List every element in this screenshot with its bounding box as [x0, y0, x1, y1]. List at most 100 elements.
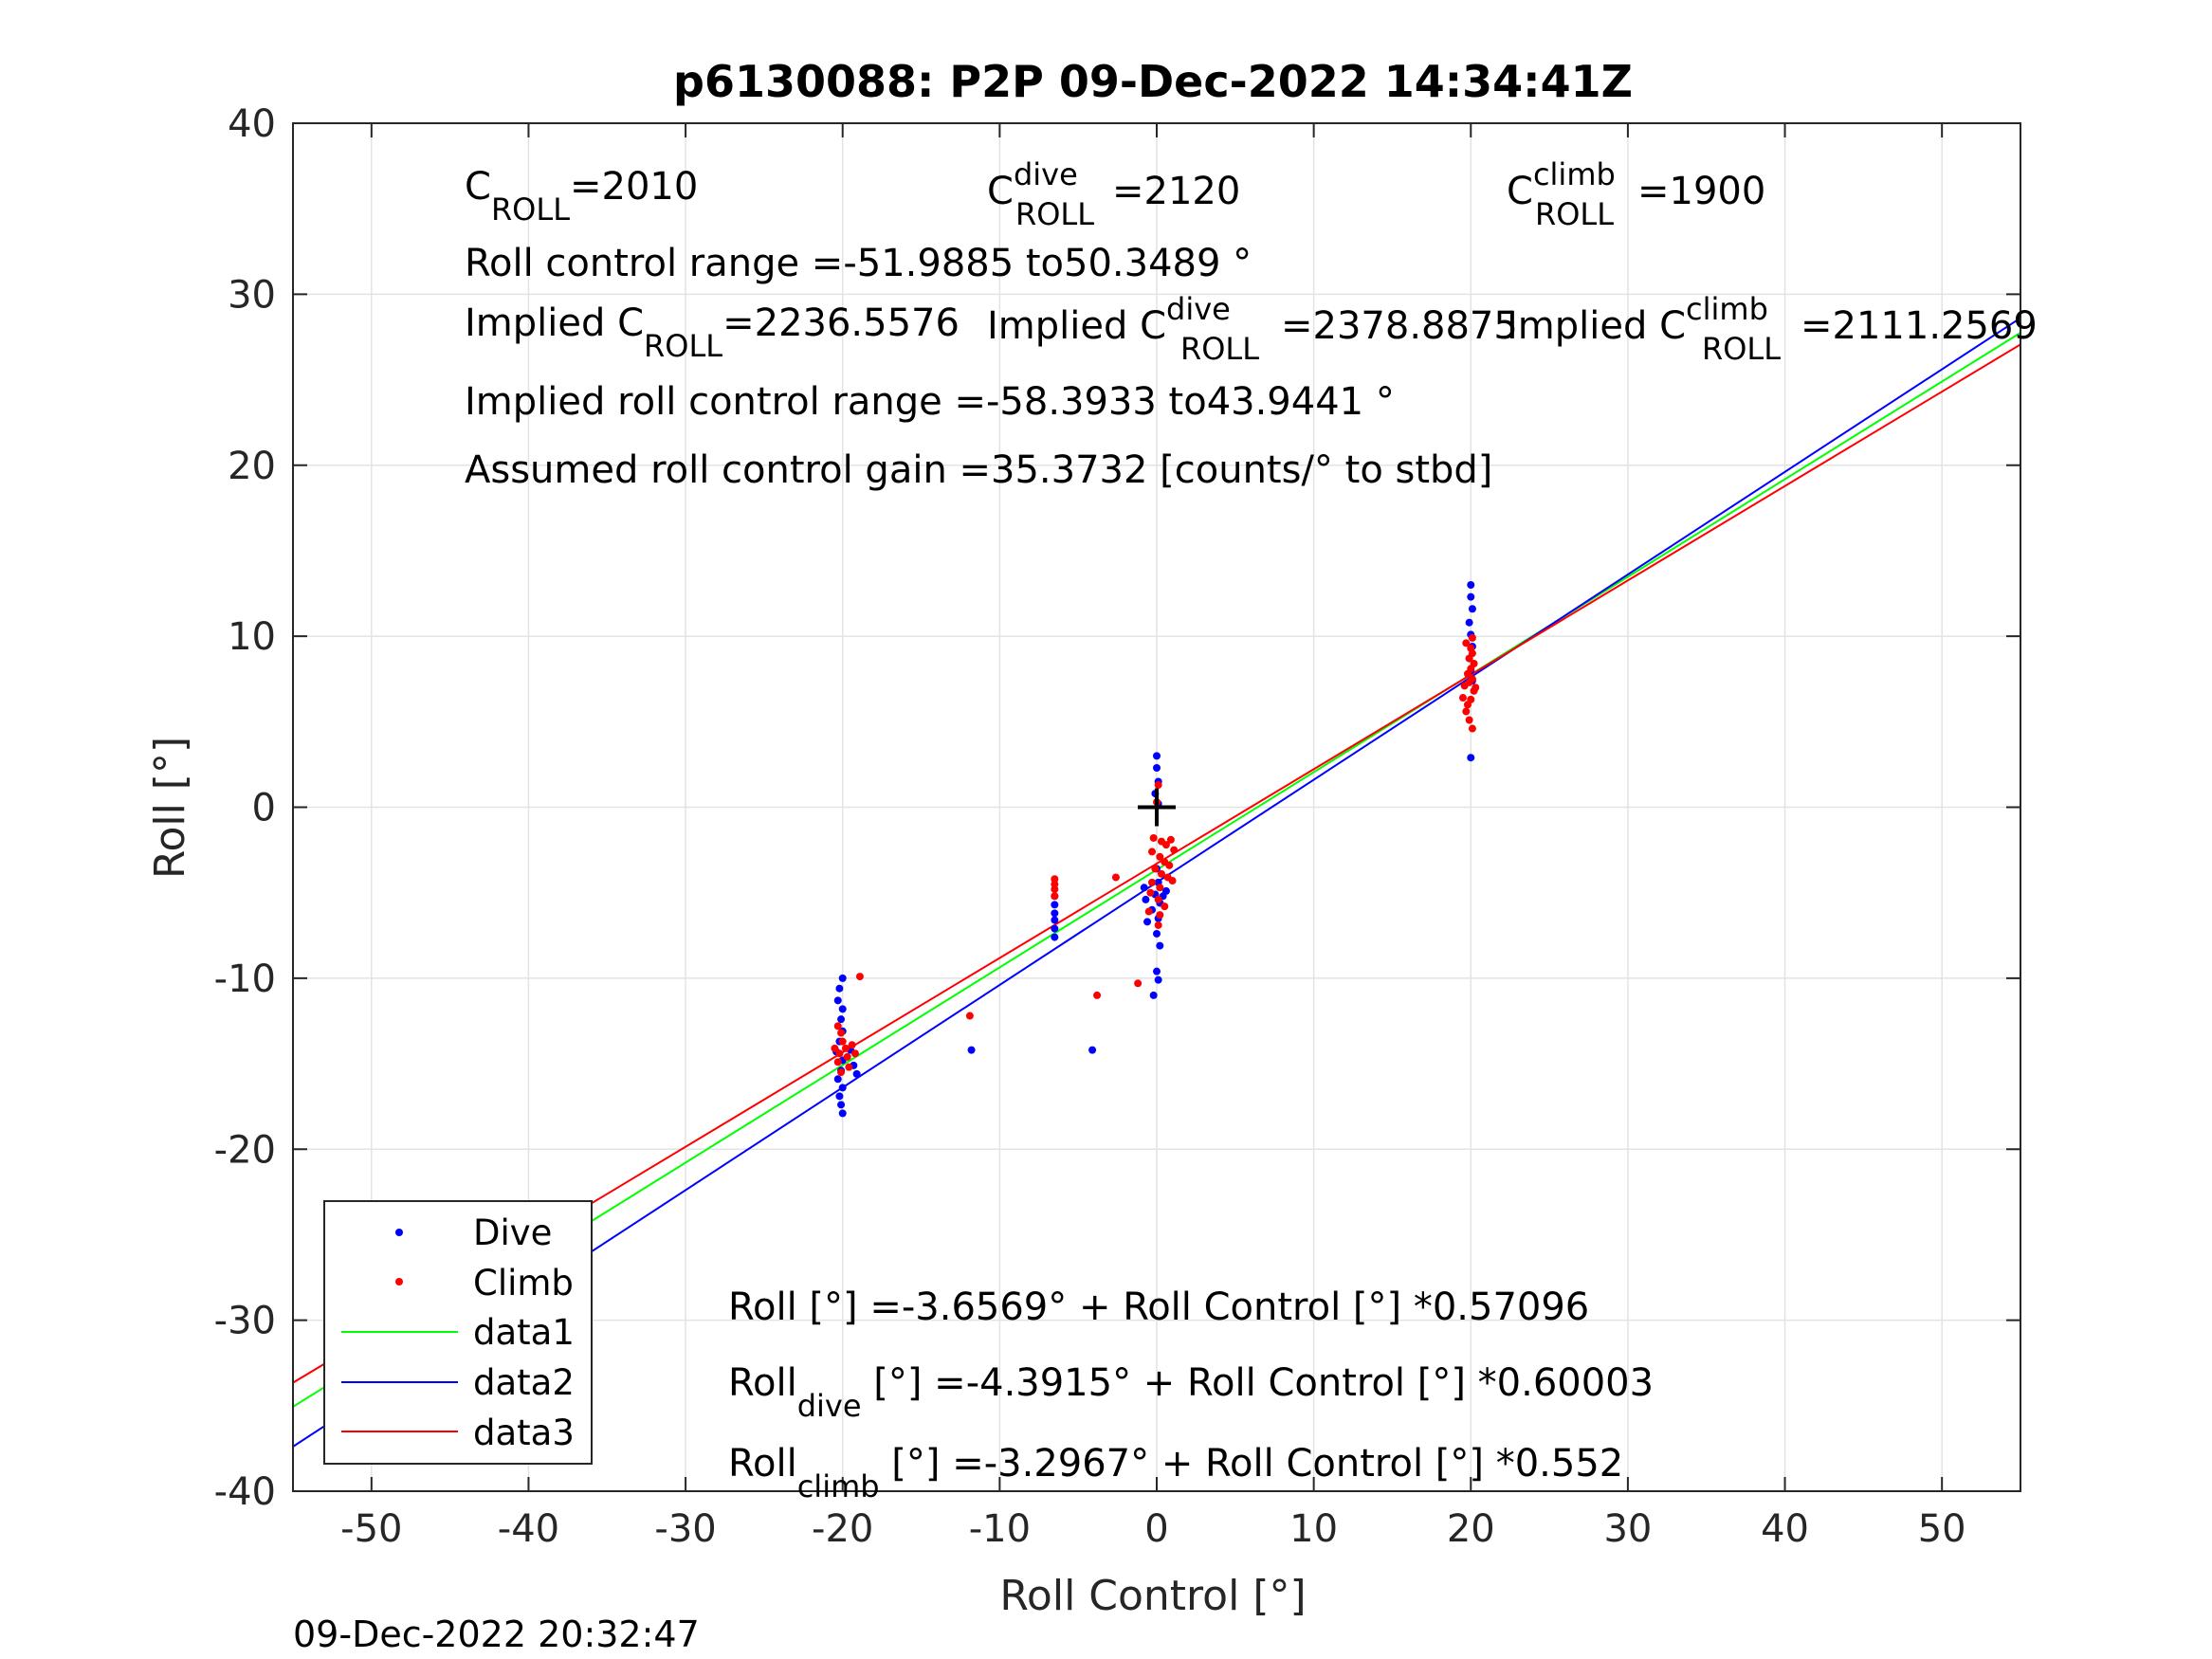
- legend-climb-swatch: [395, 1278, 403, 1285]
- y-tick-label: 0: [252, 787, 276, 830]
- assumed-roll-control-gain: Assumed roll control gain =35.3732 [coun…: [465, 448, 1492, 492]
- footer-timestamp: 09-Dec-2022 20:32:47: [293, 1613, 700, 1655]
- climb-point: [848, 1041, 856, 1049]
- climb-point: [837, 1029, 846, 1037]
- dive-point: [852, 1069, 861, 1078]
- x-tick-label: 0: [1144, 1507, 1168, 1551]
- dive-point: [1051, 901, 1059, 909]
- dive-point: [838, 974, 847, 982]
- climb-point: [855, 973, 864, 981]
- dive-point: [1153, 929, 1161, 938]
- climb-point: [835, 1049, 844, 1058]
- climb-point: [1156, 884, 1164, 892]
- roll-control-range: Roll control range =-51.9885 to50.3489 °: [465, 242, 1252, 285]
- climb-point: [833, 1022, 842, 1030]
- tick-labels: -50 -40 -30 -20 -10 0 10 20 30 40 50 -40 -30 -20 -10 0 1…: [214, 102, 1966, 1551]
- dive-point: [1142, 895, 1150, 903]
- climb-point: [1465, 678, 1473, 686]
- legend-dive: Dive: [473, 1212, 552, 1253]
- dive-point: [837, 1101, 846, 1109]
- c-roll-climb-annotation: Cclimb: [1507, 156, 1616, 213]
- climb-point: [1154, 781, 1162, 790]
- y-tick-label: 40: [228, 102, 276, 146]
- c-roll-dive-annotation: Cdive: [987, 156, 1078, 213]
- climb-point: [1161, 902, 1169, 911]
- climb-point: [1156, 852, 1164, 861]
- climb-point: [1166, 835, 1175, 844]
- implied-c-roll-dive-sub: ROLL: [1180, 331, 1259, 367]
- x-tick-label: 10: [1289, 1507, 1338, 1551]
- climb-point: [1458, 694, 1467, 702]
- climb-point: [838, 1037, 847, 1046]
- climb-point: [1151, 865, 1160, 873]
- legend-dive-swatch: [395, 1229, 403, 1236]
- climb-point: [1144, 907, 1153, 916]
- dive-point: [1161, 886, 1170, 895]
- legend-data3: data3: [473, 1413, 575, 1453]
- y-tick-label: -20: [214, 1128, 276, 1172]
- y-axis-label: Roll [°]: [146, 737, 194, 879]
- dive-point: [1465, 618, 1473, 627]
- dive-point: [1153, 752, 1161, 760]
- x-tick-label: -20: [812, 1507, 873, 1551]
- climb-point: [1111, 873, 1120, 882]
- dive-point: [967, 1046, 976, 1054]
- climb-point: [1462, 707, 1471, 716]
- x-tick-label: -10: [969, 1507, 1031, 1551]
- chart-title: p6130088: P2P 09-Dec-2022 14:34:41Z: [673, 56, 1633, 107]
- dive-point: [837, 1015, 846, 1024]
- climb-point: [1165, 861, 1174, 869]
- axes: [292, 122, 2021, 1492]
- climb-point: [1134, 979, 1143, 988]
- x-axis-label: Roll Control [°]: [999, 1572, 1306, 1620]
- c-roll-climb-value: =1900: [1637, 170, 1765, 213]
- dive-point: [1149, 991, 1158, 999]
- dive-point: [1143, 918, 1152, 926]
- dive-point: [835, 1092, 844, 1101]
- implied-roll-control-range: Implied roll control range =-58.3933 to4…: [465, 380, 1395, 424]
- climb-point: [1148, 878, 1157, 886]
- implied-c-roll-climb: Implied Cclimb: [1507, 291, 1768, 348]
- climb-point: [1051, 892, 1059, 901]
- climb-point: [1146, 888, 1155, 897]
- dive-point: [1156, 941, 1164, 950]
- dive-point: [1051, 909, 1059, 918]
- climb-point: [837, 1068, 846, 1077]
- y-tick-label: 10: [228, 615, 276, 659]
- y-tick-label: -30: [214, 1300, 276, 1343]
- fit-equation-all: Roll [°] =-3.6569° + Roll Control [°] *0…: [728, 1285, 1589, 1329]
- dive-point: [1467, 592, 1475, 601]
- dive-point: [1051, 924, 1059, 933]
- climb-point: [1470, 659, 1478, 667]
- climb-point: [1161, 841, 1170, 849]
- dive-point: [1140, 884, 1148, 892]
- legend-data2: data2: [473, 1362, 575, 1403]
- climb-point: [1170, 846, 1179, 854]
- y-tick-label: 30: [228, 273, 276, 317]
- legend-climb: Climb: [473, 1263, 574, 1304]
- implied-c-roll-dive-value: =2378.8875: [1281, 304, 1518, 348]
- climb-point: [1093, 991, 1102, 999]
- climb-point: [1468, 724, 1476, 733]
- dive-point: [833, 996, 842, 1005]
- x-tick-label: 30: [1603, 1507, 1652, 1551]
- climb-point: [1148, 848, 1157, 856]
- x-tick-label: -50: [340, 1507, 402, 1551]
- fit-equation-climb: Rollclimb [°] =-3.2967° + Roll Control […: [728, 1442, 1623, 1504]
- dive-point: [835, 984, 844, 993]
- implied-c-roll-climb-sub: ROLL: [1702, 331, 1781, 367]
- x-tick-label: -40: [498, 1507, 559, 1551]
- dive-point: [1153, 967, 1161, 975]
- dive-point: [1467, 754, 1475, 762]
- dive-point: [833, 1075, 842, 1084]
- legend-data1: data1: [473, 1312, 575, 1353]
- dive-point: [838, 1084, 847, 1092]
- climb-point: [1051, 885, 1059, 894]
- c-roll-annotation: CROLL=2010: [465, 165, 698, 228]
- dive-point: [838, 1005, 847, 1013]
- climb-point: [965, 1012, 974, 1020]
- dive-point: [1154, 975, 1162, 984]
- climb-point: [831, 1044, 839, 1052]
- climb-point: [1467, 695, 1475, 703]
